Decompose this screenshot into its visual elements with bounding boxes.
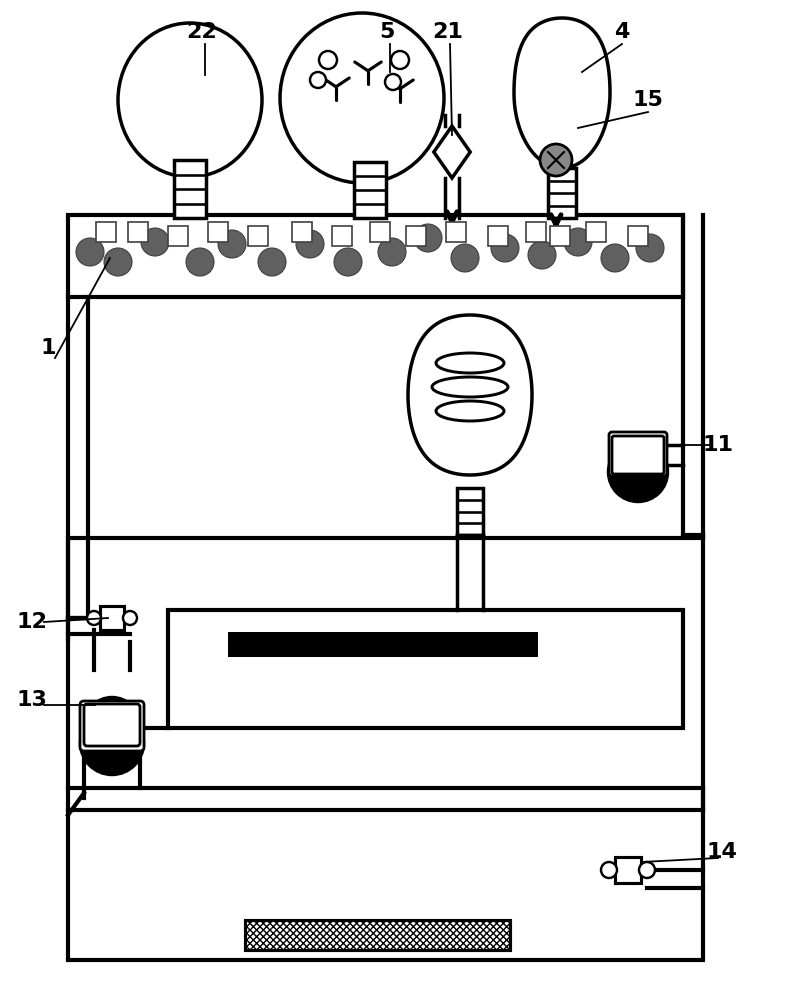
Circle shape xyxy=(310,72,326,88)
Polygon shape xyxy=(408,315,532,475)
Bar xyxy=(68,810,703,960)
Circle shape xyxy=(612,434,664,486)
Bar xyxy=(174,160,206,218)
Circle shape xyxy=(540,144,572,176)
Text: 4: 4 xyxy=(614,22,630,42)
Circle shape xyxy=(564,228,592,256)
Text: 12: 12 xyxy=(17,612,47,632)
Circle shape xyxy=(608,442,668,502)
Bar xyxy=(457,488,483,535)
Circle shape xyxy=(378,238,406,266)
Circle shape xyxy=(414,224,442,252)
Circle shape xyxy=(528,241,556,269)
Bar xyxy=(550,226,570,246)
Circle shape xyxy=(258,248,286,276)
Bar xyxy=(488,226,508,246)
Text: 13: 13 xyxy=(17,690,47,710)
Circle shape xyxy=(186,248,214,276)
Bar xyxy=(96,222,116,242)
Circle shape xyxy=(218,230,246,258)
Polygon shape xyxy=(514,18,610,168)
Circle shape xyxy=(636,234,664,262)
Circle shape xyxy=(334,248,362,276)
Circle shape xyxy=(491,234,519,262)
Circle shape xyxy=(601,862,617,878)
Text: 14: 14 xyxy=(706,842,737,862)
Circle shape xyxy=(296,230,324,258)
Text: 22: 22 xyxy=(187,22,217,42)
Bar xyxy=(446,222,466,242)
Bar xyxy=(100,606,124,630)
Bar xyxy=(354,162,386,218)
Circle shape xyxy=(87,611,101,625)
Circle shape xyxy=(385,74,401,90)
Bar xyxy=(168,226,188,246)
Bar xyxy=(615,857,641,883)
Circle shape xyxy=(451,244,479,272)
Text: 1: 1 xyxy=(40,338,56,358)
Ellipse shape xyxy=(436,353,504,373)
Bar xyxy=(526,222,546,242)
Polygon shape xyxy=(434,126,470,178)
Text: 11: 11 xyxy=(702,435,733,455)
Ellipse shape xyxy=(436,401,504,421)
Circle shape xyxy=(76,238,104,266)
Circle shape xyxy=(141,228,169,256)
Bar xyxy=(548,168,576,218)
Bar xyxy=(245,920,510,950)
Circle shape xyxy=(391,51,409,69)
Text: 5: 5 xyxy=(379,22,395,42)
Circle shape xyxy=(84,697,140,753)
Bar xyxy=(68,215,683,297)
Ellipse shape xyxy=(280,13,444,183)
Bar xyxy=(406,226,426,246)
Circle shape xyxy=(639,862,655,878)
FancyBboxPatch shape xyxy=(80,701,144,751)
Bar xyxy=(628,226,648,246)
Bar xyxy=(228,632,538,657)
Circle shape xyxy=(601,244,629,272)
Ellipse shape xyxy=(118,23,262,177)
Bar xyxy=(68,538,703,788)
Bar xyxy=(292,222,312,242)
Circle shape xyxy=(123,611,137,625)
FancyBboxPatch shape xyxy=(612,436,664,474)
Bar xyxy=(128,222,148,242)
Bar xyxy=(332,226,352,246)
Circle shape xyxy=(104,248,132,276)
Bar xyxy=(248,226,268,246)
Bar xyxy=(586,222,606,242)
Text: 15: 15 xyxy=(633,90,663,110)
Circle shape xyxy=(80,711,144,775)
Circle shape xyxy=(319,51,337,69)
Ellipse shape xyxy=(432,377,508,397)
Text: 21: 21 xyxy=(433,22,464,42)
Bar xyxy=(168,610,683,728)
Bar xyxy=(208,222,228,242)
FancyBboxPatch shape xyxy=(84,704,140,746)
Bar xyxy=(370,222,390,242)
FancyBboxPatch shape xyxy=(609,432,667,476)
